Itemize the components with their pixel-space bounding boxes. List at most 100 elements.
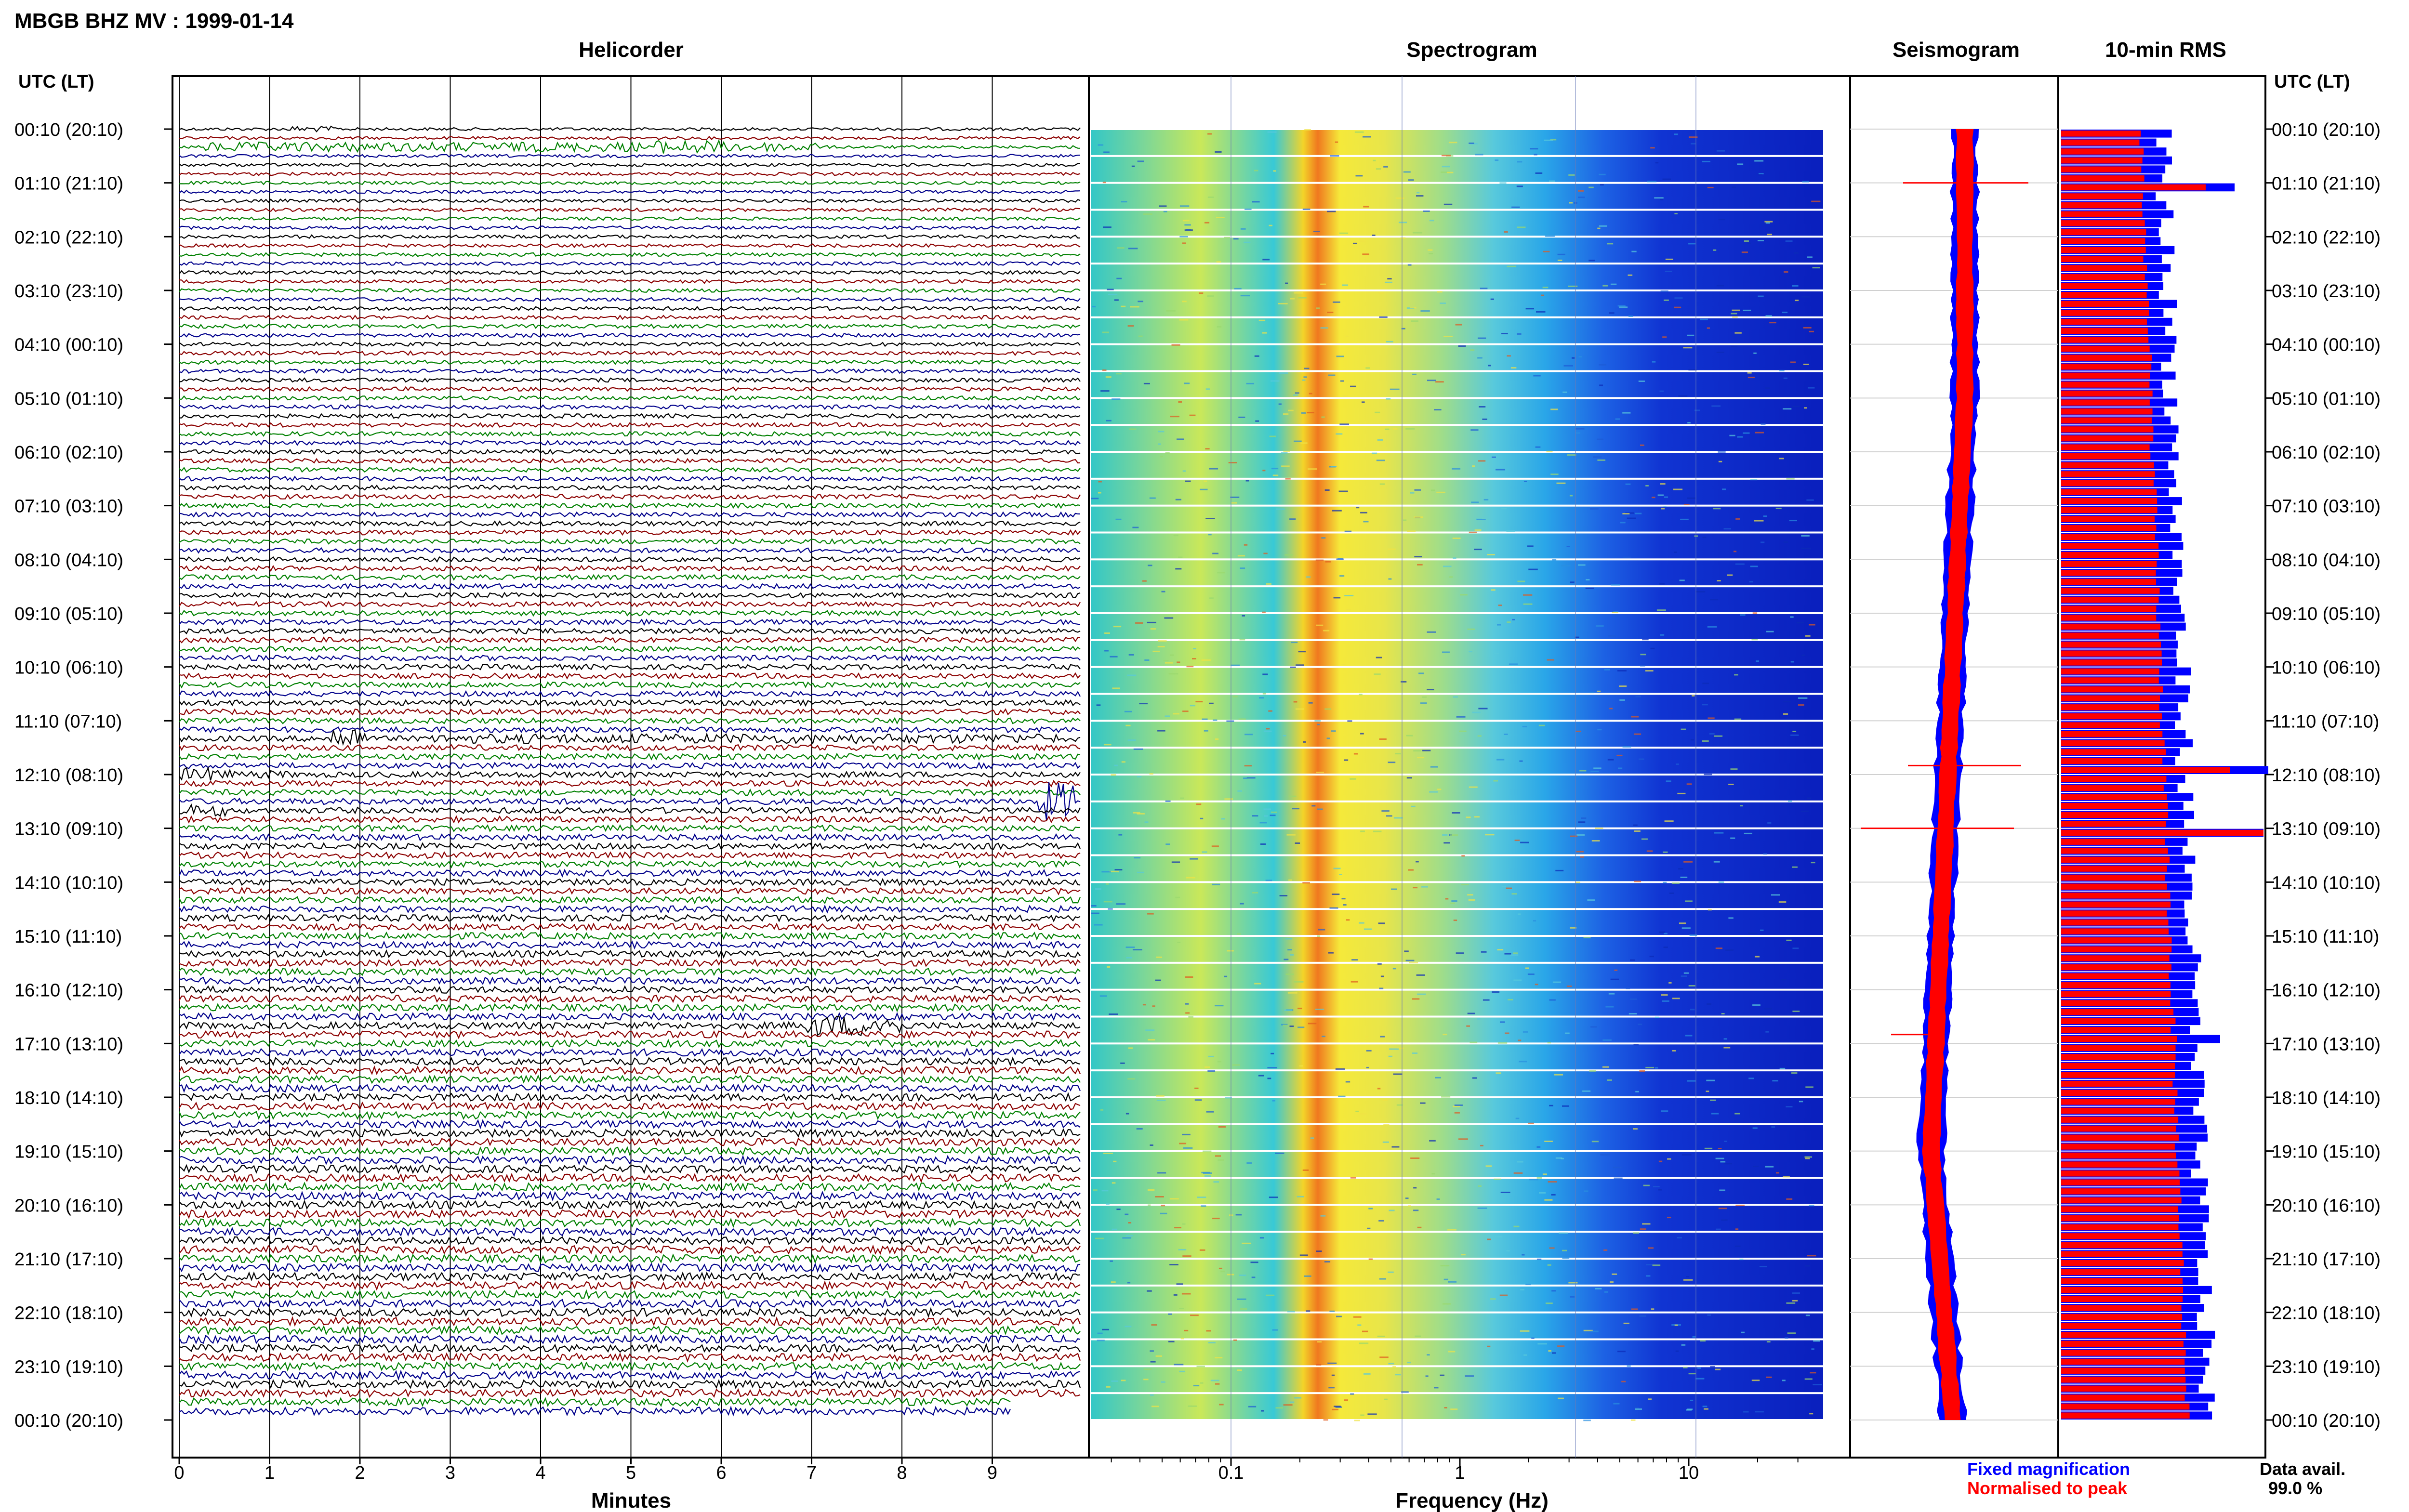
- spectrogram-speck: [1470, 429, 1479, 431]
- spectrogram-speck: [1517, 580, 1525, 582]
- spectrogram-speck: [1435, 1077, 1441, 1078]
- spectrogram-speck: [1562, 1249, 1567, 1251]
- spectrogram-speck: [1143, 213, 1153, 215]
- helicorder-trace: [179, 422, 1081, 428]
- spectrogram-speck: [1297, 1026, 1305, 1028]
- spectrogram-gap: [1091, 827, 1823, 829]
- spectrogram-speck: [1748, 933, 1758, 934]
- spectrogram-speck: [1674, 306, 1681, 308]
- spectrogram-speck: [1561, 982, 1567, 984]
- spectrogram-speck: [1193, 648, 1196, 650]
- rms-bar-normalised: [2061, 982, 2171, 988]
- rms-bar-normalised: [2061, 1125, 2176, 1132]
- spectrogram-speck: [1662, 1000, 1669, 1002]
- spectrogram-speck: [1161, 1381, 1165, 1383]
- spectrogram-speck: [1706, 1091, 1709, 1092]
- spectrogram-speck: [1357, 1324, 1362, 1326]
- rms-bar-normalised: [2061, 1161, 2178, 1168]
- spectrogram-speck: [1494, 1178, 1501, 1180]
- spectrogram-speck: [1766, 631, 1774, 632]
- spectrogram-speck: [1134, 857, 1141, 859]
- spectrogram-speck: [1416, 974, 1425, 976]
- spectrogram-speck: [1688, 243, 1695, 245]
- spectrogram-speck: [1158, 443, 1161, 445]
- spectrogram-speck: [1232, 1064, 1240, 1066]
- spectrogram-speck: [1332, 510, 1342, 512]
- helicorder-trace: [179, 663, 1081, 671]
- spectrogram-speck: [1388, 578, 1392, 580]
- spectrogram-speck: [1504, 734, 1508, 735]
- spectrogram-speck: [1783, 701, 1791, 703]
- spectrogram-speck: [1555, 869, 1564, 871]
- spectrogram-speck: [1144, 659, 1150, 661]
- spectrogram-speck: [1186, 229, 1191, 231]
- rms-bar-normalised: [2061, 561, 2157, 567]
- spectrogram-speck: [1095, 888, 1101, 890]
- rms-bar-normalised: [2061, 937, 2172, 944]
- spectrogram-speck: [1534, 154, 1537, 156]
- spectrogram-speck: [1801, 535, 1810, 537]
- helicorder-trace: [179, 1342, 1081, 1354]
- spectrogram-speck: [1597, 227, 1601, 229]
- spectrogram-speck: [1376, 168, 1381, 170]
- spectrogram-speck: [1593, 767, 1602, 769]
- spectrogram-speck: [1156, 1099, 1166, 1101]
- spectrogram-speck: [1804, 407, 1808, 409]
- spectrogram-speck: [1753, 1166, 1759, 1167]
- spectrogram-speck: [1734, 551, 1737, 552]
- spectrogram-speck: [1144, 821, 1149, 823]
- spectrogram-speck: [1633, 824, 1638, 826]
- spectrogram-speck: [1667, 1158, 1671, 1160]
- spectrogram-speck: [1234, 288, 1242, 289]
- spectrogram-speck: [1687, 1080, 1696, 1082]
- spectrogram-speck: [1407, 530, 1416, 532]
- spectrogram-speck: [1443, 1303, 1451, 1305]
- spectrogram-speck: [1400, 237, 1406, 239]
- spectrogram-speck: [1133, 748, 1143, 750]
- spectrogram-speck: [1678, 868, 1683, 870]
- spectrogram-speck: [1416, 195, 1424, 197]
- spectrogram-speck: [1786, 1302, 1796, 1304]
- rms-bar-normalised: [2061, 847, 2168, 854]
- spectrogram-speck: [1660, 290, 1668, 292]
- spectrogram-speck: [1710, 1366, 1715, 1367]
- spectrogram-speck: [1766, 1376, 1772, 1378]
- spectrogram-speck: [1217, 572, 1225, 574]
- spectrogram-speck: [1802, 181, 1809, 183]
- spectrogram-speck: [1471, 501, 1479, 503]
- spectrogram-speck: [1452, 468, 1461, 470]
- spectrogram-speck: [1208, 1341, 1216, 1343]
- helicorder-trace: [179, 860, 1081, 868]
- spectrogram-speck: [1523, 594, 1533, 596]
- spectrogram-speck: [1103, 744, 1112, 746]
- spectrogram-speck: [1429, 220, 1434, 222]
- spectrogram-speck: [1808, 387, 1815, 389]
- spectrogram-speck: [1497, 624, 1501, 626]
- spectrogram-speck: [1129, 428, 1137, 430]
- spectrogram-speck: [1443, 1278, 1448, 1280]
- spectrogram-speck: [1548, 1181, 1557, 1183]
- spectrogram-speck: [1226, 720, 1234, 722]
- rms-bar-normalised: [2061, 1027, 2171, 1033]
- spectrogram-speck: [1289, 795, 1297, 797]
- spectrogram-gap: [1091, 128, 1823, 130]
- spectrogram-speck: [1674, 552, 1677, 553]
- spectrogram-speck: [1412, 998, 1420, 1000]
- helicorder-trace: [179, 766, 1081, 781]
- spectrogram-speck: [1173, 1294, 1178, 1296]
- rms-bar-normalised: [2061, 821, 2166, 827]
- spectrogram-speck: [1184, 1329, 1189, 1331]
- spectrogram-speck: [1674, 1324, 1678, 1326]
- spectrogram-speck: [1450, 1408, 1458, 1410]
- time-tick-label-right: 02:10 (22:10): [2272, 227, 2381, 248]
- spectrogram-speck: [1388, 1271, 1394, 1273]
- spectrogram-speck: [1205, 518, 1215, 519]
- spectrogram-speck: [1399, 222, 1407, 224]
- rms-bar-normalised: [2061, 964, 2171, 971]
- spectrogram-speck: [1365, 367, 1370, 369]
- spectrogram-speck: [1333, 301, 1340, 303]
- spectrogram-speck: [1283, 1404, 1293, 1406]
- spectrogram-speck: [1779, 1067, 1786, 1069]
- spectrogram-speck: [1811, 200, 1821, 202]
- spectrogram-speck: [1346, 609, 1351, 610]
